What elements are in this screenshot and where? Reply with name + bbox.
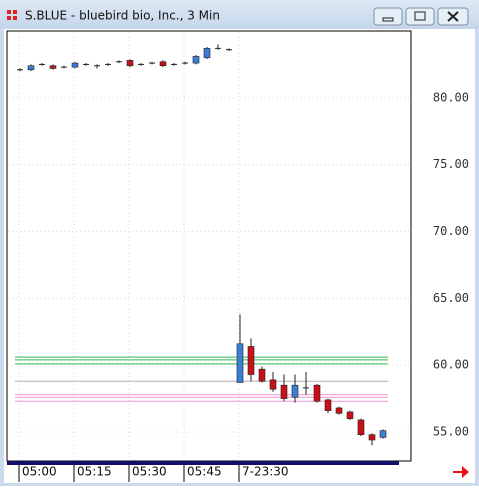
y-tick-label: 80.00 xyxy=(433,90,469,104)
scroll-arrow[interactable] xyxy=(453,466,469,478)
app-icon xyxy=(7,10,17,20)
candle-body xyxy=(49,65,57,69)
x-tick-label: 05:15 xyxy=(77,465,112,479)
x-tick-label: 05:30 xyxy=(132,465,167,479)
candle-body xyxy=(357,419,365,435)
x-tick-label: 7-23:30 xyxy=(242,465,289,479)
candle-body xyxy=(335,407,343,414)
y-tick-label: 65.00 xyxy=(433,291,469,305)
time-bar xyxy=(7,461,399,465)
candle-body xyxy=(269,379,277,390)
candle-body xyxy=(258,368,266,382)
maximize-button[interactable] xyxy=(405,7,435,26)
candle-body xyxy=(379,430,387,438)
candle-body xyxy=(346,411,354,419)
candle-body xyxy=(27,65,35,71)
candle-body xyxy=(291,384,299,398)
candle-body xyxy=(159,61,167,67)
y-tick-label: 70.00 xyxy=(433,224,469,238)
y-tick-label: 55.00 xyxy=(433,424,469,438)
candle-body xyxy=(280,384,288,399)
candle-body xyxy=(236,343,244,383)
candle-body xyxy=(192,56,200,64)
candle-body xyxy=(247,346,255,375)
candle-body xyxy=(368,434,376,441)
candle-body xyxy=(71,62,79,68)
y-tick-label: 60.00 xyxy=(433,358,469,372)
x-tick-label: 05:45 xyxy=(187,465,222,479)
plot-area xyxy=(6,30,412,462)
candle-body xyxy=(313,384,321,402)
window-title: S.BLUE - bluebird bio, Inc., 3 Min xyxy=(25,9,220,23)
y-tick-label: 75.00 xyxy=(433,157,469,171)
candle-body xyxy=(203,48,211,59)
candle-body xyxy=(324,399,332,411)
candle-body xyxy=(126,60,134,67)
close-button[interactable] xyxy=(437,7,469,26)
minimize-button[interactable] xyxy=(373,7,403,26)
x-tick-label: 05:00 xyxy=(22,465,57,479)
